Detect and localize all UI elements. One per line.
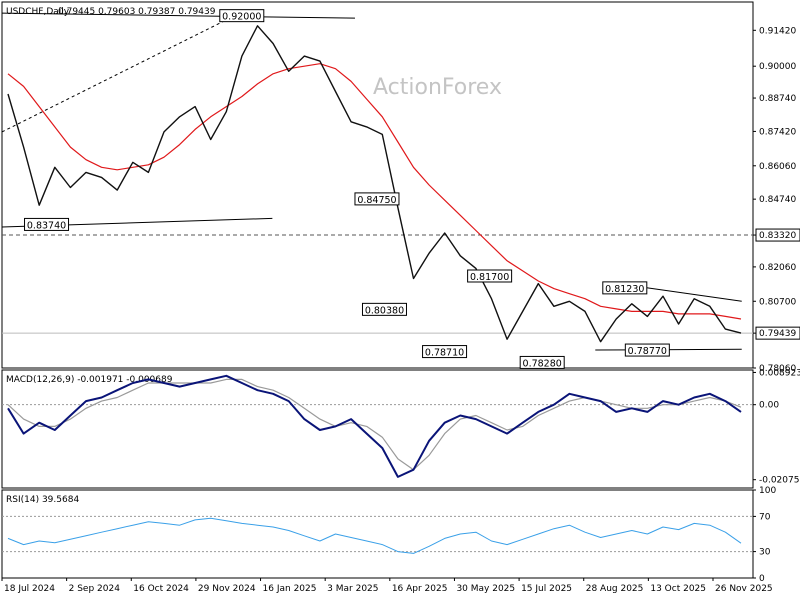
x-tick-label-5: 3 Mar 2025 xyxy=(327,584,378,594)
macd-tick-label-2: -0.020759 xyxy=(759,476,800,486)
annotation-box-3 xyxy=(361,302,407,316)
annotation-box-4 xyxy=(467,269,513,283)
rsi-tick-label-1: 70 xyxy=(759,512,771,522)
annotation-label-5: 0.78710 xyxy=(425,348,464,359)
annotation-box-7 xyxy=(519,355,565,369)
macd-title: MACD(12,26,9) -0.001971 -0.000689 xyxy=(6,375,173,385)
annotation-label-2: 0.84750 xyxy=(357,195,396,206)
annotation-box-6 xyxy=(602,281,648,295)
macd-signal-line xyxy=(7,378,742,471)
annotation-box-0 xyxy=(219,9,265,23)
rsi-title: RSI(14) 39.5684 xyxy=(6,495,79,505)
panel-border-2 xyxy=(1,369,754,489)
annotation-label-7: 0.78280 xyxy=(523,358,562,369)
panel-border-1 xyxy=(1,1,754,369)
x-tick-label-4: 16 Jan 2025 xyxy=(263,584,317,594)
price-tick-label-9: 0.79439 xyxy=(759,329,796,339)
trendline-3 xyxy=(644,286,742,302)
price-tick-label-8: 0.80700 xyxy=(759,297,796,307)
annotation-label-1: 0.83740 xyxy=(27,220,66,231)
x-tick-label-11: 26 Nov 2025 xyxy=(715,584,773,594)
watermark: ActionForex xyxy=(373,75,502,100)
x-tick-label-10: 13 Oct 2025 xyxy=(650,584,706,594)
rsi-tick-label-0: 100 xyxy=(759,486,776,496)
x-tick-label-0: 18 Jul 2024 xyxy=(4,584,55,594)
x-tick-label-8: 15 Jul 2025 xyxy=(521,584,572,594)
price-tick-label-0: 0.91420 xyxy=(759,26,796,36)
panel-border-3 xyxy=(1,489,754,579)
price-tick-label-10: 0.78060 xyxy=(759,364,796,374)
annotation-box-2 xyxy=(354,192,400,206)
annotation-label-6: 0.81230 xyxy=(605,284,644,295)
x-tick-label-6: 16 Apr 2025 xyxy=(392,584,448,594)
price-line xyxy=(7,25,742,343)
annotation-label-0: 0.92000 xyxy=(222,12,261,23)
price-tick-label-1: 0.90000 xyxy=(759,62,796,72)
annotation-label-3: 0.80380 xyxy=(365,305,404,316)
x-tick-label-7: 30 May 2025 xyxy=(456,584,515,594)
annotation-box-1 xyxy=(24,217,70,231)
annotation-label-8: 0.78770 xyxy=(628,346,667,357)
price-tick-box-9 xyxy=(755,326,800,340)
chart-ohlc: 0.79445 0.79603 0.79387 0.79439 xyxy=(58,7,216,17)
x-tick-label-1: 2 Sep 2024 xyxy=(69,584,121,594)
rsi-tick-label-2: 30 xyxy=(759,548,771,558)
rsi-line xyxy=(7,517,742,554)
macd-tick-label-1: 0.00 xyxy=(759,401,779,411)
x-tick-label-2: 16 Oct 2024 xyxy=(133,584,189,594)
trendline-0 xyxy=(1,12,355,19)
x-tick-label-9: 28 Aug 2025 xyxy=(586,584,644,594)
price-tick-label-6: 0.83320 xyxy=(759,231,796,241)
annotation-box-5 xyxy=(422,345,468,359)
macd-line xyxy=(7,374,742,478)
price-tick-label-4: 0.86060 xyxy=(759,162,796,172)
price-tick-label-2: 0.88740 xyxy=(759,94,796,104)
price-tick-box-6 xyxy=(755,228,800,242)
x-tick-label-3: 29 Nov 2024 xyxy=(198,584,256,594)
price-tick-label-7: 0.82060 xyxy=(759,263,796,273)
price-tick-label-3: 0.87420 xyxy=(759,127,796,137)
chart-symbol: USDCHF,Daily xyxy=(6,7,70,17)
annotation-label-4: 0.81700 xyxy=(470,272,509,283)
rsi-tick-label-3: 0 xyxy=(759,574,765,584)
annotation-box-8 xyxy=(624,343,670,357)
price-tick-label-5: 0.84740 xyxy=(759,195,796,205)
macd-tick-label-0: 0.008923 xyxy=(759,368,800,378)
trendline-2 xyxy=(1,15,236,133)
ma-line xyxy=(7,63,742,320)
